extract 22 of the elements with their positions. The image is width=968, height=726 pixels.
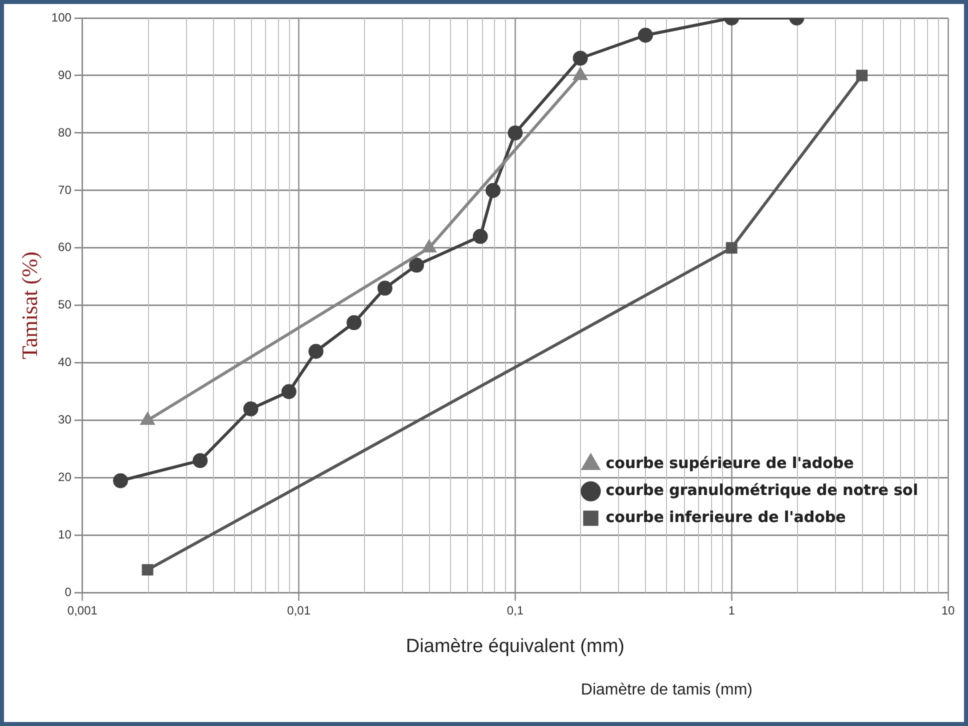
y-tick-label: 30 — [58, 412, 72, 427]
legend-label: courbe supérieure de l'adobe — [606, 454, 854, 472]
y-tick-label: 10 — [58, 528, 72, 542]
y-tick-label: 50 — [58, 298, 72, 312]
text: Diamètre de tamis (mm) — [580, 681, 752, 698]
x-tick-label: 10 — [941, 603, 955, 618]
y-tick-label: 0 — [64, 585, 72, 600]
y-axis-title: Tamisat (%) — [16, 251, 42, 360]
y-tick-label: 100 — [51, 10, 72, 24]
x-axis-title: Diamètre équivalent (mm) — [406, 636, 624, 657]
y-tick-label: 80 — [58, 125, 72, 140]
x-tick-label: 0,1 — [506, 603, 524, 618]
x-tick-label: 1 — [728, 603, 736, 618]
legend-label: courbe granulométrique de notre sol — [606, 481, 918, 500]
y-tick-label: 40 — [58, 355, 72, 370]
y-tick-label: 20 — [58, 470, 72, 484]
legend-label: courbe inferieure de l'adobe — [606, 508, 846, 526]
x-tick-label: 0,001 — [67, 603, 98, 618]
y-tick-label: 60 — [58, 240, 72, 254]
y-tick-label: 90 — [58, 68, 72, 82]
y-tick-label: 70 — [58, 182, 72, 197]
x-tick-label: 0,01 — [287, 603, 311, 618]
